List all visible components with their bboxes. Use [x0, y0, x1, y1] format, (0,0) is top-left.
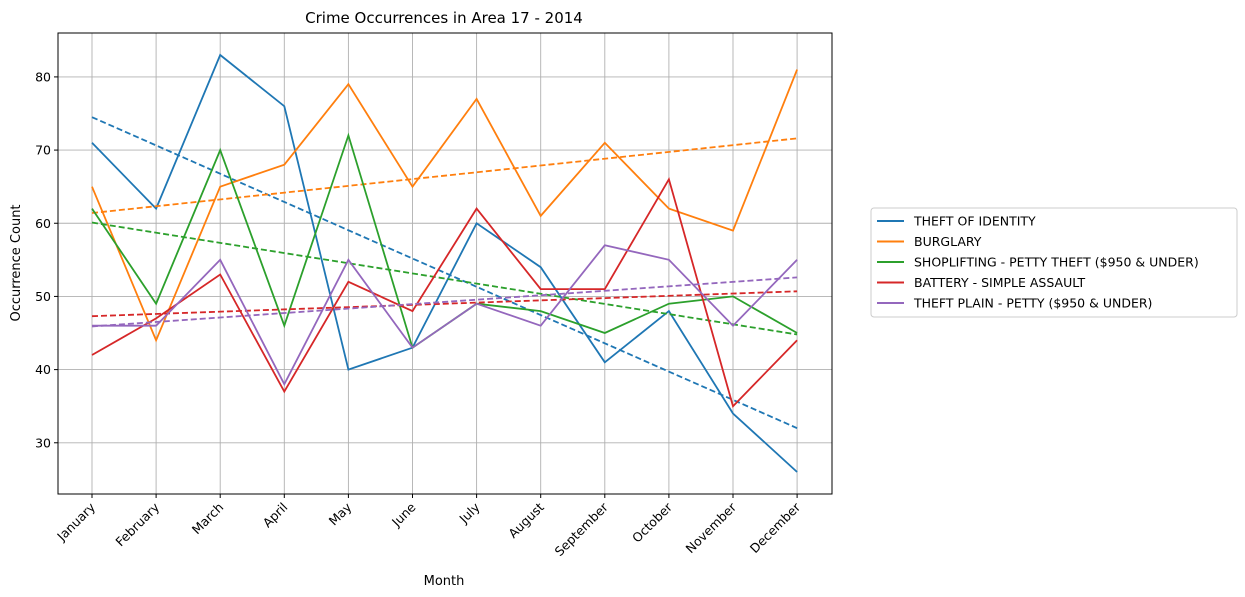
series-line — [91, 53, 798, 473]
y-axis-label: Occurrence Count — [9, 204, 24, 321]
series-0 — [91, 53, 798, 473]
x-axis-label: Month — [424, 574, 465, 589]
x-tick-label: February — [112, 499, 162, 549]
x-tick-label: December — [747, 499, 804, 556]
series-1 — [91, 69, 798, 343]
series-layer — [91, 53, 798, 473]
y-tick-label: 80 — [35, 69, 51, 84]
trend-line — [91, 116, 798, 429]
plot-frame — [57, 32, 833, 495]
x-axis-ticks: January February March April May June July Augu… — [53, 494, 804, 559]
legend-box — [870, 207, 1238, 318]
legend-label: BURGLARY — [914, 234, 982, 249]
x-tick-label: March — [189, 500, 227, 538]
grid — [58, 33, 832, 494]
x-tick-label: October — [629, 499, 676, 546]
y-tick-label: 50 — [35, 289, 51, 304]
chart-title: Crime Occurrences in Area 17 - 2014 — [305, 9, 583, 27]
legend: THEFT OF IDENTITY BURGLARY SHOPLIFTING - P… — [870, 207, 1238, 318]
x-tick-label: September — [551, 499, 611, 559]
x-tick-label: May — [326, 499, 355, 528]
series-line — [92, 244, 798, 387]
x-tick-label: August — [505, 499, 547, 541]
x-tick-label: April — [260, 500, 291, 531]
x-tick-label: November — [683, 499, 740, 556]
trend-line — [91, 137, 798, 214]
series-line — [91, 177, 798, 408]
x-tick-label: January — [53, 499, 98, 544]
legend-label: THEFT PLAIN - PETTY ($950 & UNDER) — [913, 296, 1152, 311]
trend-line — [91, 221, 798, 336]
y-axis-ticks: 30 40 50 60 70 80 — [35, 69, 58, 450]
legend-label: BATTERY - SIMPLE ASSAULT — [914, 275, 1085, 290]
trend-line — [91, 290, 798, 318]
x-tick-label: July — [456, 499, 484, 527]
series-3 — [91, 177, 798, 408]
y-tick-label: 30 — [35, 435, 51, 450]
y-tick-label: 70 — [35, 143, 51, 158]
series-4 — [91, 244, 798, 387]
trend-line — [91, 276, 798, 328]
legend-label: SHOPLIFTING - PETTY THEFT ($950 & UNDER) — [914, 255, 1199, 270]
series-line — [91, 69, 798, 343]
y-tick-label: 60 — [35, 216, 51, 231]
y-tick-label: 40 — [35, 362, 51, 377]
legend-label: THEFT OF IDENTITY — [913, 214, 1036, 229]
x-tick-label: June — [388, 499, 419, 530]
